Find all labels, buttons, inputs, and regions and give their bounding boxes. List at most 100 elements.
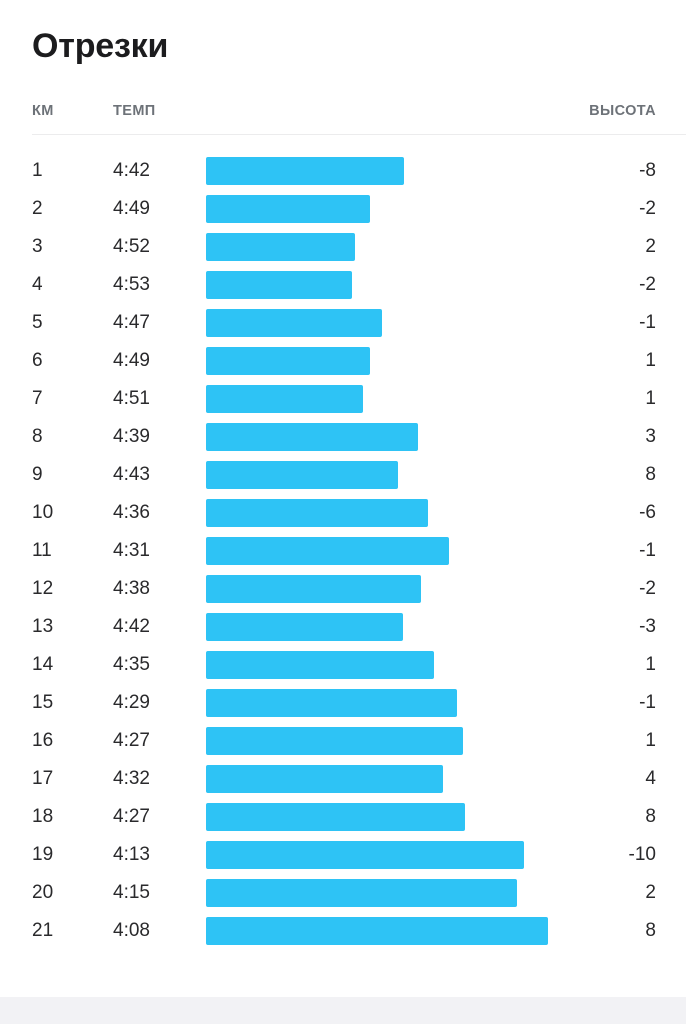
segments-table-body: 1 4:42 -8 2 4:49 -2 3 4:52 2 4 4:53 -2 5 4:47 -1 6 4:49 1… bbox=[0, 152, 686, 950]
pace-bar bbox=[206, 689, 457, 717]
cell-pace: 4:31 bbox=[113, 540, 150, 561]
cell-pace: 4:52 bbox=[113, 236, 150, 257]
table-row[interactable]: 14 4:35 1 bbox=[0, 646, 686, 684]
pace-bar-track bbox=[206, 157, 566, 185]
cell-km: 20 bbox=[32, 882, 54, 903]
column-header-pace: ТЕМП bbox=[113, 103, 156, 119]
table-row[interactable]: 2 4:49 -2 bbox=[0, 190, 686, 228]
table-row[interactable]: 20 4:15 2 bbox=[0, 874, 686, 912]
table-row[interactable]: 9 4:43 8 bbox=[0, 456, 686, 494]
pace-bar bbox=[206, 271, 352, 299]
pace-bar-track bbox=[206, 879, 566, 907]
pace-bar bbox=[206, 727, 463, 755]
cell-pace: 4:29 bbox=[113, 692, 150, 713]
cell-elevation: -8 bbox=[639, 160, 656, 181]
pace-bar bbox=[206, 651, 434, 679]
pace-bar-track bbox=[206, 765, 566, 793]
cell-km: 2 bbox=[32, 198, 43, 219]
table-row[interactable]: 12 4:38 -2 bbox=[0, 570, 686, 608]
cell-elevation: 1 bbox=[645, 730, 656, 751]
cell-pace: 4:38 bbox=[113, 578, 150, 599]
table-row[interactable]: 10 4:36 -6 bbox=[0, 494, 686, 532]
pace-bar bbox=[206, 385, 363, 413]
pace-bar bbox=[206, 917, 548, 945]
header-divider bbox=[32, 134, 686, 135]
pace-bar-track bbox=[206, 233, 566, 261]
pace-bar-track bbox=[206, 727, 566, 755]
cell-km: 17 bbox=[32, 768, 54, 789]
table-row[interactable]: 18 4:27 8 bbox=[0, 798, 686, 836]
pace-bar-track bbox=[206, 537, 566, 565]
cell-pace: 4:35 bbox=[113, 654, 150, 675]
pace-bar-track bbox=[206, 575, 566, 603]
pace-bar bbox=[206, 347, 370, 375]
pace-bar-track bbox=[206, 461, 566, 489]
cell-pace: 4:53 bbox=[113, 274, 150, 295]
cell-pace: 4:32 bbox=[113, 768, 150, 789]
pace-bar bbox=[206, 537, 449, 565]
cell-km: 11 bbox=[32, 540, 52, 561]
column-header-km: КМ bbox=[32, 103, 54, 119]
cell-elevation: 8 bbox=[645, 464, 656, 485]
cell-km: 1 bbox=[32, 160, 43, 181]
cell-pace: 4:47 bbox=[113, 312, 150, 333]
cell-elevation: 3 bbox=[645, 426, 656, 447]
cell-pace: 4:42 bbox=[113, 616, 150, 637]
table-header-row: КМ ТЕМП ВЫСОТА bbox=[32, 101, 656, 121]
table-row[interactable]: 5 4:47 -1 bbox=[0, 304, 686, 342]
cell-elevation: 1 bbox=[645, 388, 656, 409]
cell-elevation: -1 bbox=[639, 312, 656, 333]
page-title: Отрезки bbox=[32, 27, 169, 65]
cell-elevation: 2 bbox=[645, 236, 656, 257]
cell-pace: 4:49 bbox=[113, 198, 150, 219]
cell-pace: 4:49 bbox=[113, 350, 150, 371]
cell-km: 14 bbox=[32, 654, 54, 675]
cell-elevation: 8 bbox=[645, 806, 656, 827]
table-row[interactable]: 21 4:08 8 bbox=[0, 912, 686, 950]
cell-km: 9 bbox=[32, 464, 43, 485]
cell-elevation: -2 bbox=[639, 274, 656, 295]
pace-bar bbox=[206, 309, 382, 337]
table-row[interactable]: 4 4:53 -2 bbox=[0, 266, 686, 304]
cell-elevation: -6 bbox=[639, 502, 656, 523]
cell-km: 8 bbox=[32, 426, 43, 447]
pace-bar-track bbox=[206, 651, 566, 679]
table-row[interactable]: 15 4:29 -1 bbox=[0, 684, 686, 722]
table-row[interactable]: 1 4:42 -8 bbox=[0, 152, 686, 190]
table-row[interactable]: 13 4:42 -3 bbox=[0, 608, 686, 646]
cell-km: 18 bbox=[32, 806, 54, 827]
pace-bar-track bbox=[206, 271, 566, 299]
table-row[interactable]: 17 4:32 4 bbox=[0, 760, 686, 798]
pace-bar bbox=[206, 765, 443, 793]
table-row[interactable]: 8 4:39 3 bbox=[0, 418, 686, 456]
cell-elevation: 1 bbox=[645, 654, 656, 675]
cell-km: 19 bbox=[32, 844, 54, 865]
cell-elevation: -2 bbox=[639, 578, 656, 599]
cell-elevation: 1 bbox=[645, 350, 656, 371]
cell-pace: 4:51 bbox=[113, 388, 150, 409]
cell-km: 10 bbox=[32, 502, 54, 523]
pace-bar bbox=[206, 461, 398, 489]
table-row[interactable]: 16 4:27 1 bbox=[0, 722, 686, 760]
cell-pace: 4:42 bbox=[113, 160, 150, 181]
cell-km: 3 bbox=[32, 236, 43, 257]
cell-elevation: -10 bbox=[628, 844, 656, 865]
table-row[interactable]: 3 4:52 2 bbox=[0, 228, 686, 266]
cell-elevation: -3 bbox=[639, 616, 656, 637]
cell-km: 15 bbox=[32, 692, 54, 713]
cell-pace: 4:43 bbox=[113, 464, 150, 485]
cell-km: 7 bbox=[32, 388, 43, 409]
table-row[interactable]: 11 4:31 -1 bbox=[0, 532, 686, 570]
cell-km: 16 bbox=[32, 730, 54, 751]
table-row[interactable]: 19 4:13 -10 bbox=[0, 836, 686, 874]
pace-bar-track bbox=[206, 385, 566, 413]
pace-bar bbox=[206, 499, 428, 527]
footer-strip bbox=[0, 997, 686, 1024]
pace-bar-track bbox=[206, 309, 566, 337]
pace-bar bbox=[206, 879, 517, 907]
cell-km: 4 bbox=[32, 274, 43, 295]
table-row[interactable]: 7 4:51 1 bbox=[0, 380, 686, 418]
cell-pace: 4:27 bbox=[113, 806, 150, 827]
cell-elevation: 2 bbox=[645, 882, 656, 903]
table-row[interactable]: 6 4:49 1 bbox=[0, 342, 686, 380]
